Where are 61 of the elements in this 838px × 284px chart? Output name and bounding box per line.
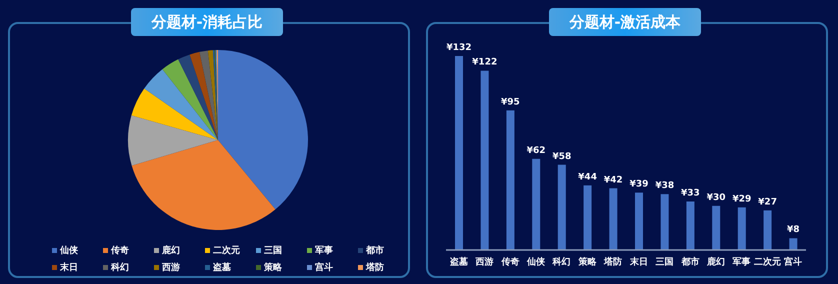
chart-title: 分题材-消耗占比: [131, 8, 283, 36]
x-tick-label: 策略: [577, 256, 598, 268]
data-label: ¥95: [501, 97, 520, 108]
bar: [686, 202, 694, 250]
data-label: ¥38: [655, 181, 674, 192]
bar: [764, 210, 772, 250]
x-tick-label: 传奇: [500, 256, 520, 268]
data-label: ¥39: [630, 180, 648, 190]
bar: [532, 158, 540, 250]
pie-slice: [199, 50, 218, 140]
pie-slice: [218, 50, 308, 210]
x-tick-label: 宫斗: [784, 256, 802, 268]
x-tick-label: 仙侠: [526, 256, 545, 268]
legend-label: 仙侠: [60, 244, 78, 257]
x-tick-label: 三国: [656, 256, 674, 268]
data-label: ¥8: [787, 225, 800, 236]
bar: [558, 164, 566, 250]
x-tick-label: 塔防: [603, 256, 622, 268]
bar: [712, 206, 720, 250]
pie-slice: [132, 140, 276, 230]
x-tick-label: 科幻: [552, 256, 571, 268]
data-label: ¥27: [758, 197, 777, 208]
bar: [584, 185, 592, 250]
x-tick-label: 盗墓: [450, 256, 468, 268]
pie-slice: [190, 52, 218, 140]
bar: [635, 192, 643, 250]
x-tick-label: 军事: [732, 256, 751, 268]
x-tick-label: 西游: [474, 256, 494, 268]
x-tick-label: 末日: [628, 256, 648, 268]
data-label: ¥30: [706, 192, 726, 203]
pie-slice: [128, 115, 218, 166]
data-label: ¥132: [446, 43, 472, 53]
data-label: ¥58: [552, 152, 572, 162]
x-tick-label: 二次元: [754, 256, 781, 268]
data-label: ¥44: [578, 172, 597, 182]
data-label: ¥122: [472, 58, 498, 68]
x-tick-label: 都市: [680, 256, 700, 268]
legend-label: 二次元: [213, 244, 240, 257]
legend-label: 军事: [315, 244, 333, 257]
bar: [660, 194, 669, 250]
bar: [455, 56, 463, 250]
pie-slice: [131, 88, 218, 140]
legend-label: 三国: [264, 244, 282, 257]
legend-label: 都市: [366, 244, 384, 257]
bar: [789, 238, 798, 250]
data-label: ¥33: [681, 188, 700, 198]
data-label: ¥29: [732, 194, 752, 204]
data-label: ¥42: [604, 175, 623, 186]
bar: [480, 70, 489, 250]
bar: [738, 207, 746, 250]
pie-slice: [162, 59, 218, 140]
data-label: ¥62: [526, 146, 546, 156]
x-tick-label: 鹿幻: [706, 256, 725, 268]
chart-title: 分题材-激活成本: [549, 8, 701, 36]
bar: [506, 110, 514, 250]
pie-slice: [144, 69, 218, 140]
bar: [609, 188, 618, 250]
pie-slice: [178, 54, 218, 140]
legend-label: 传奇: [111, 244, 129, 257]
legend-label: 鹿幻: [162, 244, 180, 257]
pie-slice: [208, 50, 218, 140]
